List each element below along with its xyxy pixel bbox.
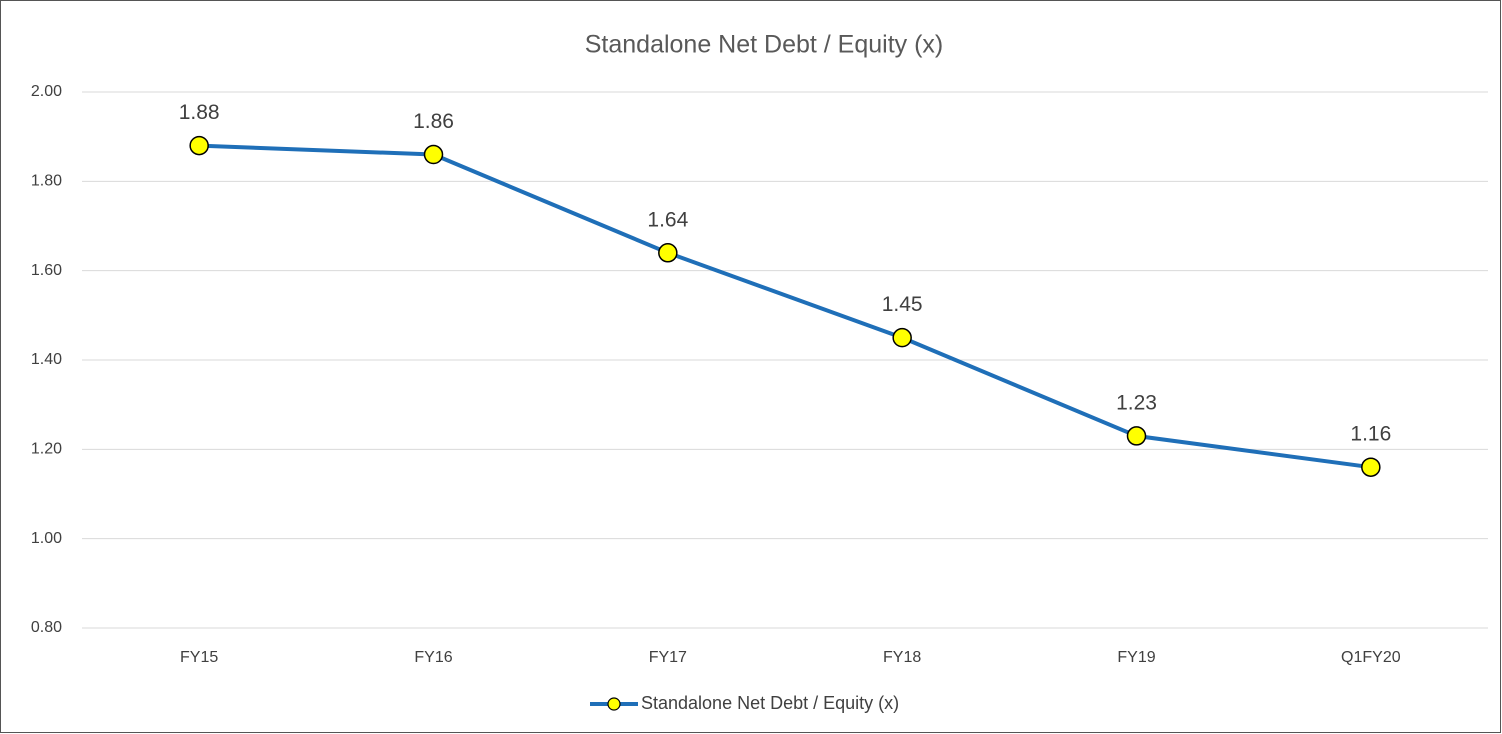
legend-swatch-marker xyxy=(607,697,621,711)
y-tick-label: 2.00 xyxy=(31,83,62,100)
marker xyxy=(1126,426,1147,446)
data-label: 1.45 xyxy=(882,293,923,316)
legend-label: Standalone Net Debt / Equity (x) xyxy=(641,693,899,713)
data-label: 1.86 xyxy=(413,110,454,133)
y-tick-label: 0.80 xyxy=(31,619,62,636)
marker xyxy=(423,144,444,165)
y-tick-label: 1.00 xyxy=(31,530,62,547)
data-label: 1.23 xyxy=(1116,391,1157,414)
x-tick-label: FY15 xyxy=(180,649,218,666)
data-label: 1.88 xyxy=(179,101,220,124)
y-tick-label: 1.80 xyxy=(31,173,62,190)
marker xyxy=(189,135,209,156)
data-label: 1.64 xyxy=(647,208,688,231)
y-tick-label: 1.20 xyxy=(31,441,62,458)
x-tick-label: Q1FY20 xyxy=(1341,649,1401,666)
marker xyxy=(892,327,912,348)
chart-title: Standalone Net Debt / Equity (x) xyxy=(585,31,944,59)
line xyxy=(199,143,1372,470)
data-label: 1.16 xyxy=(1350,423,1391,446)
y-tick-label: 1.60 xyxy=(31,262,62,279)
marker xyxy=(1361,457,1381,477)
marker xyxy=(658,243,678,263)
x-tick-label: FY17 xyxy=(649,649,687,666)
x-tick-label: FY18 xyxy=(883,649,921,666)
y-tick-label: 1.40 xyxy=(31,351,62,368)
x-tick-label: FY16 xyxy=(414,649,452,666)
x-tick-label: FY19 xyxy=(1117,649,1155,666)
